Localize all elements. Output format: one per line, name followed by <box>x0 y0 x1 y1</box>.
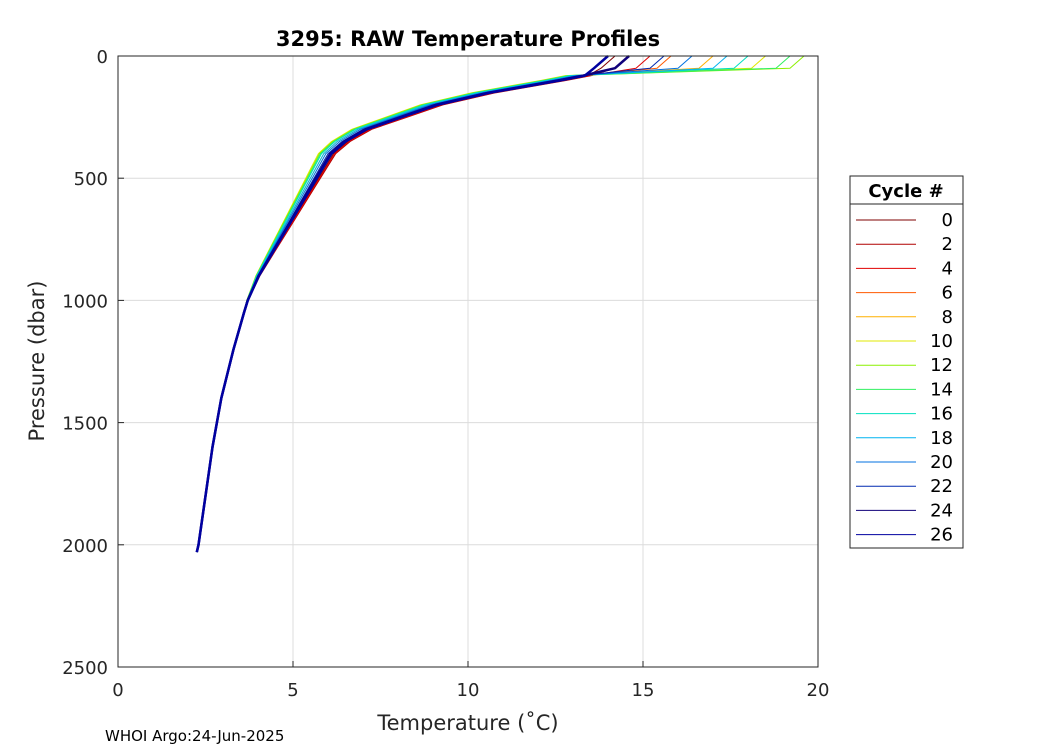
legend-label-cycle-20: 20 <box>930 452 953 473</box>
legend-label-cycle-16: 16 <box>930 404 953 425</box>
legend-label-cycle-10: 10 <box>930 331 953 352</box>
legend-label-cycle-24: 24 <box>930 500 953 521</box>
chart-title: 3295: RAW Temperature Profiles <box>276 27 660 51</box>
legend-label-cycle-0: 0 <box>942 210 953 231</box>
legend-label-cycle-6: 6 <box>942 283 953 304</box>
legend-label-cycle-12: 12 <box>930 355 953 376</box>
legend-label-cycle-8: 8 <box>942 307 953 328</box>
y-tick-label: 1000 <box>62 291 108 312</box>
y-tick-label: 2500 <box>62 658 108 679</box>
y-axis-label: Pressure (dbar) <box>25 281 49 442</box>
x-tick-label: 5 <box>287 680 298 701</box>
profile-line-cycle-26 <box>195 55 609 553</box>
footer-text: WHOI Argo:24-Jun-2025 <box>105 727 284 745</box>
y-tick-label: 2000 <box>62 536 108 557</box>
x-tick-label: 20 <box>807 680 830 701</box>
x-tick-label: 10 <box>457 680 480 701</box>
y-tick-label: 0 <box>97 47 108 68</box>
y-tick-label: 1500 <box>62 414 108 435</box>
legend-label-cycle-22: 22 <box>930 476 953 497</box>
legend-title: Cycle # <box>868 181 943 202</box>
y-tick-label: 500 <box>74 169 108 190</box>
legend-label-cycle-18: 18 <box>930 428 953 449</box>
legend-label-cycle-26: 26 <box>930 525 953 546</box>
x-tick-label: 0 <box>112 680 123 701</box>
tick-labels: 0 5 10 15 20 0 500 1000 1500 2000 2500 <box>62 47 829 701</box>
legend-label-cycle-4: 4 <box>942 258 953 279</box>
x-axis-label: Temperature (˚C) <box>376 711 558 735</box>
legend-label-cycle-14: 14 <box>930 379 953 400</box>
gridlines <box>117 55 819 668</box>
plot-frame <box>117 55 819 668</box>
x-tick-label: 15 <box>632 680 655 701</box>
temperature-profiles <box>195 55 805 553</box>
legend-label-cycle-2: 2 <box>942 234 953 255</box>
